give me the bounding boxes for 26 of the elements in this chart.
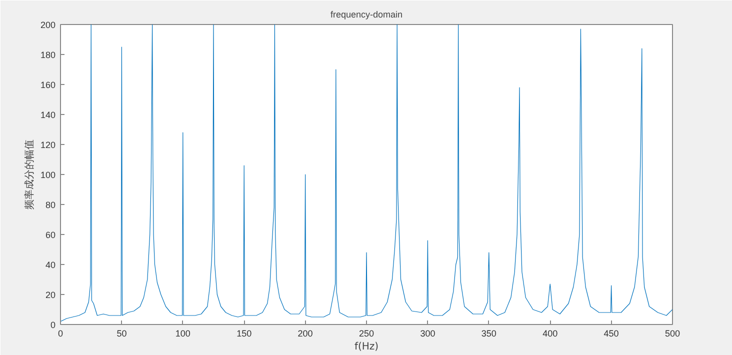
y-tick-label: 60 [45, 230, 56, 240]
y-tick-label: 160 [40, 80, 56, 90]
x-tick-label: 350 [481, 328, 496, 338]
line-series [60, 24, 672, 322]
x-tick-label: 100 [175, 328, 190, 338]
y-tick-label: 140 [40, 110, 56, 120]
y-tick-label: 100 [40, 170, 56, 180]
x-tick-label: 50 [116, 328, 127, 338]
y-tick-label: 180 [40, 50, 56, 60]
y-tick-label: 0 [50, 320, 56, 330]
x-tick-label: 200 [298, 328, 313, 338]
x-tick-label: 300 [420, 328, 436, 338]
y-tick-label: 120 [40, 140, 56, 150]
x-tick-label: 500 [664, 328, 680, 338]
x-axis-title: f(Hz) [354, 342, 379, 352]
y-tick-label: 20 [45, 290, 56, 300]
x-tick-label: 400 [542, 328, 558, 338]
x-tick-label: 450 [604, 328, 619, 338]
chart-title: frequency-domain [330, 10, 403, 20]
y-tick-label: 40 [45, 260, 56, 270]
y-tick-label: 80 [45, 200, 56, 210]
y-tick-label: 200 [40, 20, 56, 30]
y-axis-title: 频率成分的幅值 [23, 140, 36, 210]
x-tick-label: 250 [358, 328, 374, 338]
x-tick-label: 150 [236, 328, 252, 338]
x-tick-label: 0 [58, 328, 64, 338]
